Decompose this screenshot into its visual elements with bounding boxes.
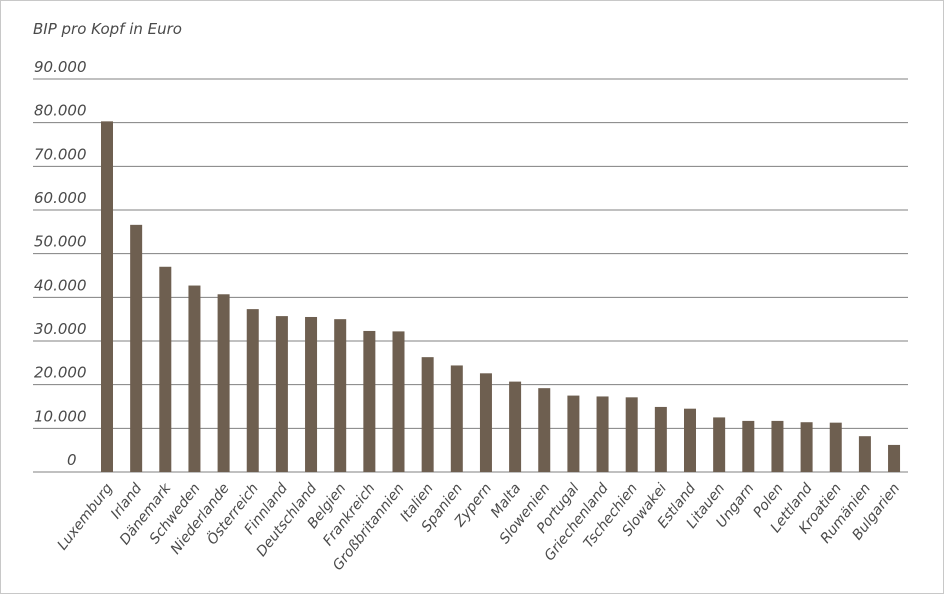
y-tick-label: 70.000 <box>34 145 87 163</box>
bar-zypern <box>479 373 492 472</box>
bar-lettland <box>800 422 813 472</box>
bar-malta <box>509 381 522 472</box>
bar-finnland <box>275 316 288 472</box>
bar-portugal <box>567 395 580 472</box>
bar-deutschland <box>305 316 318 472</box>
y-tick-label: 30.000 <box>34 320 87 338</box>
bar-belgien <box>334 319 347 472</box>
bar-schweden <box>188 285 201 472</box>
y-tick-label: 60.000 <box>34 189 87 207</box>
bar-großbritannien <box>392 331 405 472</box>
bar-slowakei <box>654 406 667 472</box>
y-tick-label: 0 <box>67 451 77 469</box>
bar-griechenland <box>596 396 609 472</box>
bar-tschechien <box>625 397 638 472</box>
bar-niederlande <box>217 294 230 472</box>
bar-ungarn <box>742 420 755 472</box>
bar-italien <box>421 357 434 472</box>
bar-spanien <box>450 365 463 472</box>
y-tick-label: 20.000 <box>34 364 87 382</box>
bar-kroatien <box>829 422 842 472</box>
bar-irland <box>130 224 143 472</box>
bar-polen <box>771 420 784 472</box>
bar-dänemark <box>159 266 172 472</box>
chart-title: BIP pro Kopf in Euro <box>33 20 182 38</box>
x-tick-label: Luxemburg <box>55 481 117 554</box>
bar-österreich <box>246 309 259 472</box>
y-tick-label: 10.000 <box>34 407 87 425</box>
bar-estland <box>684 408 696 472</box>
bar-luxemburg <box>101 121 113 473</box>
y-tick-label: 50.000 <box>34 233 87 251</box>
y-tick-label: 40.000 <box>34 276 87 294</box>
bar-frankreich <box>363 330 376 472</box>
y-tick-label: 90.000 <box>34 58 87 76</box>
bar-rumänien <box>858 436 871 472</box>
bar-slowenien <box>538 388 551 472</box>
bar-litauen <box>713 417 726 472</box>
bar-bulgarien <box>888 444 901 472</box>
y-tick-label: 80.000 <box>34 102 87 120</box>
